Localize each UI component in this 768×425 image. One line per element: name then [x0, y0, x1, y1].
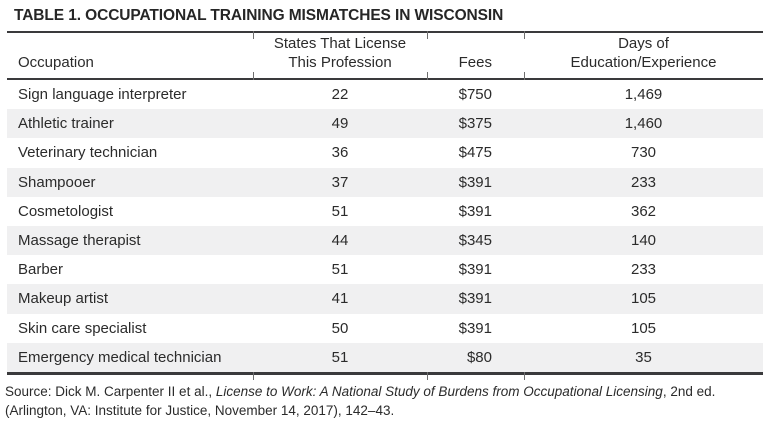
- table-row: Barber 51 $391 233: [7, 255, 763, 284]
- states-cell: 51: [331, 348, 349, 366]
- column-divider-tick: [253, 72, 254, 80]
- header-fees: Fees: [458, 53, 492, 71]
- days-cell: 362: [630, 202, 657, 220]
- header-occupation: Occupation: [18, 53, 94, 71]
- states-cell: 49: [331, 115, 349, 133]
- source-suffix: , 2nd ed. (Arlington, VA: Institute for …: [5, 383, 716, 419]
- source-prefix: Source: Dick M. Carpenter II et al.,: [5, 383, 216, 399]
- occupation-cell: Sign language interpreter: [18, 86, 187, 104]
- days-cell: 105: [630, 290, 657, 308]
- states-cell: 22: [331, 86, 349, 104]
- column-divider-tick: [524, 72, 525, 80]
- column-divider-tick: [253, 31, 254, 39]
- source-note: Source: Dick M. Carpenter II et al., Lic…: [5, 382, 753, 421]
- column-divider-tick: [427, 31, 428, 39]
- fees-cell: $475: [458, 144, 492, 162]
- days-cell: 233: [630, 173, 657, 191]
- occupation-cell: Skin care specialist: [18, 319, 147, 337]
- fees-cell: $391: [458, 261, 492, 279]
- table-row: Makeup artist 41 $391 105: [7, 284, 763, 314]
- states-cell: 37: [331, 173, 349, 191]
- fees-cell: $345: [458, 232, 492, 250]
- table-rule-header-bottom: [7, 72, 763, 80]
- column-divider-tick: [524, 371, 525, 380]
- fees-cell: $391: [458, 319, 492, 337]
- occupation-cell: Barber: [18, 261, 64, 279]
- states-cell: 36: [331, 144, 349, 162]
- table-header-row: Occupation States That License This Prof…: [7, 33, 763, 78]
- table-row: Shampooer 37 $391 233: [7, 167, 763, 197]
- occupation-cell: Massage therapist: [18, 232, 141, 250]
- days-cell: 730: [630, 144, 657, 162]
- header-days-of-education: Days of Education/Experience: [570, 35, 717, 71]
- table-row: Veterinary technician 36 $475 730: [7, 138, 763, 167]
- table-row: Sign language interpreter 22 $750 1,469: [7, 80, 763, 109]
- occupation-cell: Cosmetologist: [18, 202, 114, 220]
- header-states-that-license: States That License This Profession: [273, 35, 407, 71]
- table-row: Skin care specialist 50 $391 105: [7, 314, 763, 343]
- table-title: TABLE 1. OCCUPATIONAL TRAINING MISMATCHE…: [14, 7, 504, 24]
- column-divider-tick: [427, 371, 428, 380]
- states-cell: 51: [331, 261, 349, 279]
- table-row: Emergency medical technician 51 $80 35: [7, 342, 763, 372]
- occupation-cell: Athletic trainer: [18, 115, 114, 133]
- column-divider-tick: [427, 72, 428, 80]
- days-cell: 140: [630, 232, 657, 250]
- days-cell: 1,469: [624, 86, 663, 104]
- days-cell: 105: [630, 319, 657, 337]
- fees-cell: $391: [458, 173, 492, 191]
- occupational-training-table: Occupation States That License This Prof…: [7, 31, 763, 380]
- occupation-cell: Veterinary technician: [18, 144, 158, 162]
- column-divider-tick: [253, 371, 254, 380]
- states-cell: 44: [331, 232, 349, 250]
- states-cell: 51: [331, 202, 349, 220]
- states-cell: 50: [331, 319, 349, 337]
- table-rule-top: [7, 31, 763, 39]
- occupation-cell: Emergency medical technician: [18, 348, 222, 366]
- fees-cell: $750: [458, 86, 492, 104]
- table-rule-bottom: [7, 371, 763, 380]
- fees-cell: $80: [466, 348, 492, 366]
- table-row: Cosmetologist 51 $391 362: [7, 197, 763, 226]
- column-divider-tick: [524, 31, 525, 39]
- fees-cell: $391: [458, 202, 492, 220]
- occupation-cell: Makeup artist: [18, 290, 109, 308]
- fees-cell: $391: [458, 290, 492, 308]
- days-cell: 1,460: [624, 115, 663, 133]
- states-cell: 41: [331, 290, 349, 308]
- table-row: Athletic trainer 49 $375 1,460: [7, 109, 763, 139]
- source-book-title: License to Work: A National Study of Bur…: [215, 383, 663, 399]
- table-row: Massage therapist 44 $345 140: [7, 225, 763, 256]
- occupation-cell: Shampooer: [18, 173, 96, 191]
- days-cell: 35: [635, 348, 652, 366]
- fees-cell: $375: [458, 115, 492, 133]
- days-cell: 233: [630, 261, 657, 279]
